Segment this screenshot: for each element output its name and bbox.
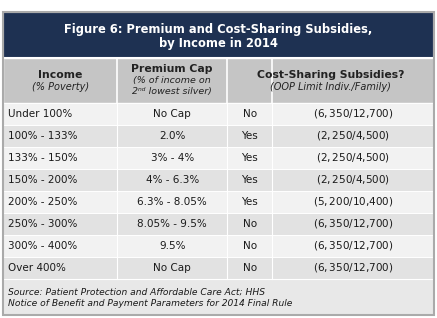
Text: ($2,250 / $4,500): ($2,250 / $4,500)	[316, 129, 390, 142]
Text: 4% - 6.3%: 4% - 6.3%	[146, 175, 199, 185]
Text: 2.0%: 2.0%	[159, 131, 185, 141]
Text: ($6,350 / $12,700): ($6,350 / $12,700)	[313, 107, 394, 121]
Text: 100% - 133%: 100% - 133%	[8, 131, 77, 141]
Text: Source: Patient Protection and Affordable Care Act; HHS: Source: Patient Protection and Affordabl…	[8, 287, 265, 296]
Text: 2ⁿᵈ lowest silver): 2ⁿᵈ lowest silver)	[132, 87, 212, 96]
Text: Figure 6: Premium and Cost-Sharing Subsidies,: Figure 6: Premium and Cost-Sharing Subsi…	[64, 24, 373, 37]
Text: Yes: Yes	[241, 153, 258, 163]
Text: No: No	[243, 219, 257, 229]
Text: No: No	[243, 263, 257, 273]
Text: ($2,250 / $4,500): ($2,250 / $4,500)	[316, 151, 390, 164]
Text: (% of income on: (% of income on	[133, 76, 211, 85]
Text: ($6,350 / $12,700): ($6,350 / $12,700)	[313, 261, 394, 274]
Bar	[3, 147, 434, 169]
Bar	[3, 191, 434, 213]
Text: No Cap: No Cap	[153, 109, 191, 119]
Bar	[3, 125, 434, 147]
Bar	[3, 58, 434, 103]
Text: by Income in 2014: by Income in 2014	[159, 37, 278, 50]
Bar	[3, 103, 434, 125]
Text: ($5,200 / $10,400): ($5,200 / $10,400)	[313, 196, 394, 209]
Text: Yes: Yes	[241, 175, 258, 185]
Text: 300% - 400%: 300% - 400%	[8, 241, 77, 251]
Text: Over 400%: Over 400%	[8, 263, 66, 273]
Text: (% Poverty): (% Poverty)	[31, 82, 89, 93]
Text: 250% - 300%: 250% - 300%	[8, 219, 77, 229]
Text: ($2,250 / $4,500): ($2,250 / $4,500)	[316, 174, 390, 186]
Text: Yes: Yes	[241, 197, 258, 207]
Text: 133% - 150%: 133% - 150%	[8, 153, 78, 163]
Text: ($6,350 / $12,700): ($6,350 / $12,700)	[313, 218, 394, 231]
Bar	[3, 235, 434, 257]
Text: 8.05% - 9.5%: 8.05% - 9.5%	[137, 219, 207, 229]
Text: Under 100%: Under 100%	[8, 109, 72, 119]
Text: ($6,350 / $12,700): ($6,350 / $12,700)	[313, 239, 394, 252]
Text: 150% - 200%: 150% - 200%	[8, 175, 77, 185]
Text: Notice of Benefit and Payment Parameters for 2014 Final Rule: Notice of Benefit and Payment Parameters…	[8, 299, 292, 308]
Text: 3% - 4%: 3% - 4%	[150, 153, 194, 163]
Text: Income: Income	[38, 71, 82, 80]
Text: Premium Cap: Premium Cap	[132, 65, 213, 74]
Bar	[3, 169, 434, 191]
Text: No Cap: No Cap	[153, 263, 191, 273]
Text: (OOP Limit Indiv./Family): (OOP Limit Indiv./Family)	[270, 82, 391, 93]
Text: Yes: Yes	[241, 131, 258, 141]
Text: Cost-Sharing Subsidies?: Cost-Sharing Subsidies?	[257, 70, 404, 80]
Text: 200% - 250%: 200% - 250%	[8, 197, 77, 207]
Text: No: No	[243, 241, 257, 251]
Text: 6.3% - 8.05%: 6.3% - 8.05%	[137, 197, 207, 207]
Bar	[3, 279, 434, 315]
Text: 9.5%: 9.5%	[159, 241, 185, 251]
Bar	[3, 12, 434, 58]
Bar	[3, 213, 434, 235]
Text: No: No	[243, 109, 257, 119]
Bar	[3, 257, 434, 279]
